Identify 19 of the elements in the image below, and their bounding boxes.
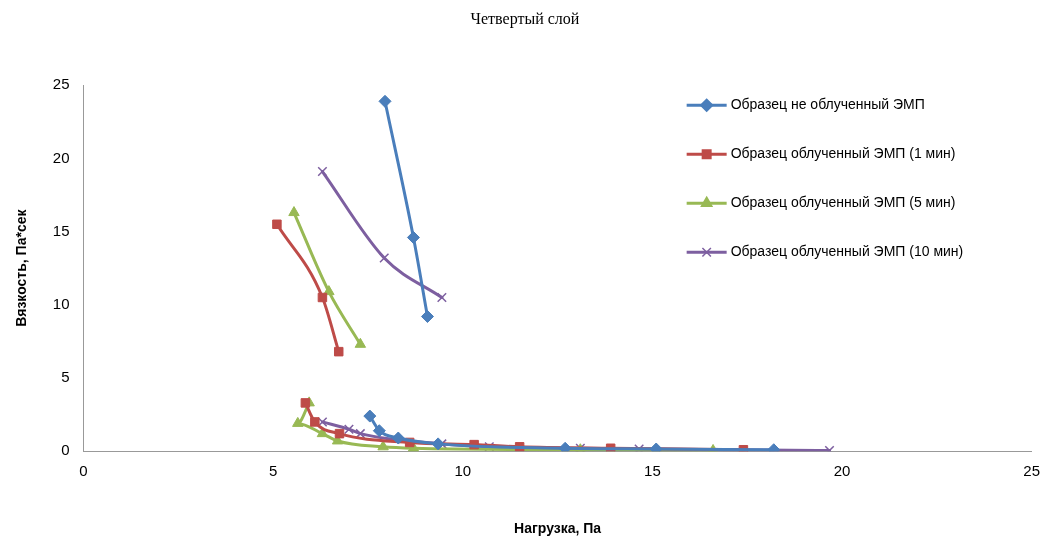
x-tick-label: 20: [833, 462, 851, 480]
x-tick-label: 5: [268, 462, 278, 480]
x-tick-label: 25: [1023, 462, 1040, 480]
y-tick-label: 20: [52, 148, 70, 166]
x-tick-label: 0: [79, 462, 88, 480]
y-tick-label: 15: [52, 221, 70, 239]
y-axis-title: Вязкость, Па*сек: [13, 208, 30, 327]
legend-label: Образец облученный ЭМП (10 мин): [730, 243, 964, 260]
x-axis-title: Нагрузка, Па: [514, 520, 602, 537]
legend-label: Образец не облученный ЭМП: [730, 96, 925, 113]
legend-label: Образец облученный ЭМП (1 мин): [730, 145, 956, 162]
y-tick-label: 5: [61, 368, 70, 386]
legend-label: Образец облученный ЭМП (5 мин): [730, 194, 956, 211]
y-tick-label: 0: [61, 441, 70, 459]
y-tick-label: 10: [52, 294, 70, 312]
chart-title: Четвертый слой: [470, 9, 580, 28]
x-tick-label: 15: [644, 462, 661, 480]
y-tick-label: 25: [52, 75, 70, 93]
x-tick-label: 10: [454, 462, 472, 480]
